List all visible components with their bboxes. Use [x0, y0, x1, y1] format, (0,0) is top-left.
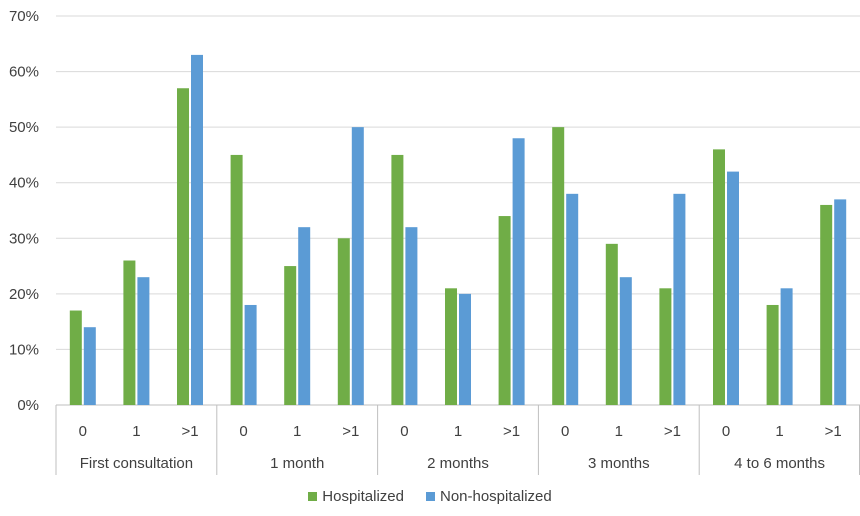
bar-hospitalized [69, 310, 82, 405]
legend-item-hospitalized: Hospitalized [308, 488, 404, 505]
x-tick-label: >1 [342, 423, 359, 440]
bar-hospitalized [605, 243, 618, 405]
y-tick-label: 30% [9, 230, 39, 247]
bar-hospitalized [659, 288, 672, 405]
group-label: 2 months [427, 455, 489, 472]
legend-swatch-non-hospitalized [425, 491, 435, 501]
bar-non-hospitalized [191, 54, 203, 406]
y-tick-label: 60% [9, 64, 39, 81]
x-tick-label: 1 [615, 423, 623, 440]
x-tick-label: 0 [239, 423, 247, 440]
bar-hospitalized [230, 154, 243, 405]
y-tick-label: 0% [17, 397, 39, 414]
legend-label-non-hospitalized: Non-hospitalized [439, 487, 552, 505]
bar-hospitalized [552, 127, 565, 406]
y-tick-label: 10% [9, 341, 39, 358]
bar-non-hospitalized [244, 304, 257, 405]
bar-non-hospitalized [405, 227, 418, 405]
bar-hospitalized [123, 260, 136, 405]
x-tick-label: 0 [561, 423, 569, 440]
bar-non-hospitalized [298, 227, 311, 405]
bar-non-hospitalized [137, 277, 150, 405]
y-tick-label: 50% [9, 119, 39, 136]
group-label: 4 to 6 months [734, 455, 825, 472]
bar-hospitalized [337, 238, 350, 405]
bar-non-hospitalized [512, 138, 525, 405]
bar-non-hospitalized [459, 293, 471, 405]
bar-non-hospitalized [566, 193, 579, 405]
group-label: 1 month [270, 455, 324, 472]
x-tick-label: 0 [400, 423, 408, 440]
bar-hospitalized [177, 88, 189, 405]
bar-hospitalized [445, 288, 457, 405]
bar-hospitalized [713, 149, 725, 405]
x-tick-label: 1 [454, 423, 462, 440]
y-tick-label: 70% [9, 8, 39, 25]
x-tick-label: 1 [293, 423, 301, 440]
bar-hospitalized [391, 154, 404, 405]
bar-non-hospitalized [83, 327, 96, 405]
group-label: 3 months [588, 455, 650, 472]
y-tick-label: 20% [9, 286, 39, 303]
legend-item-non-hospitalized: Non-hospitalized [425, 487, 552, 505]
bar-hospitalized [766, 304, 779, 405]
legend: Hospitalized Non-hospitalized [0, 486, 860, 506]
bar-hospitalized [820, 204, 833, 405]
bar-non-hospitalized [619, 277, 632, 405]
x-tick-label: >1 [825, 423, 842, 440]
bar-non-hospitalized [834, 199, 847, 405]
x-tick-label: 1 [132, 423, 140, 440]
x-tick-label: >1 [181, 423, 198, 440]
x-tick-label: 0 [79, 423, 87, 440]
legend-label-hospitalized: Hospitalized [322, 487, 404, 505]
x-tick-label: 1 [775, 423, 783, 440]
bar-hospitalized [498, 216, 511, 405]
x-tick-label: >1 [503, 423, 520, 440]
legend-swatch-hospitalized [308, 491, 318, 501]
bar-non-hospitalized [673, 193, 686, 405]
x-tick-label: 0 [722, 423, 730, 440]
bar-non-hospitalized [780, 288, 793, 405]
bar-hospitalized [284, 266, 297, 405]
bar-non-hospitalized [727, 171, 739, 405]
bar-non-hospitalized [351, 127, 364, 406]
x-tick-label: >1 [664, 423, 681, 440]
y-tick-label: 40% [9, 175, 39, 192]
group-label: First consultation [80, 455, 193, 472]
